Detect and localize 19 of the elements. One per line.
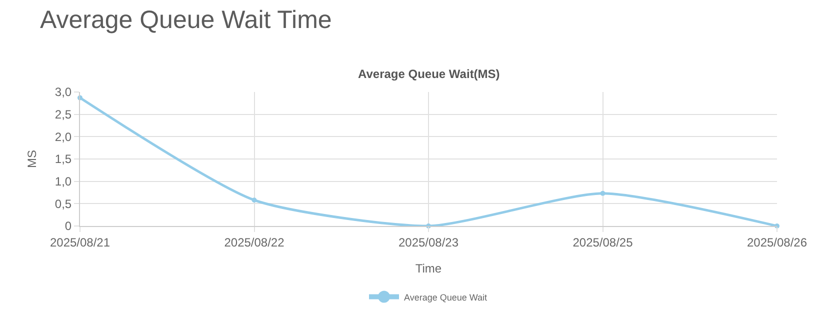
y-tick-label: 3,0 xyxy=(54,85,72,100)
y-tick-label: 0 xyxy=(64,219,72,234)
legend-label: Average Queue Wait xyxy=(404,292,488,302)
y-tick-label: 1,5 xyxy=(54,152,72,166)
x-tick-label: 2025/08/26 xyxy=(746,235,808,250)
y-tick-label: 2,5 xyxy=(54,108,72,122)
point xyxy=(252,198,257,203)
point xyxy=(600,190,606,196)
y-axis-title: MS xyxy=(25,150,40,168)
x-tick-label: 2025/08/21 xyxy=(50,235,110,250)
y-tick-label: 1,0 xyxy=(54,174,72,189)
chart-title: Average Queue Wait Time xyxy=(40,6,332,34)
x-tick-label: 2025/08/22 xyxy=(224,235,285,250)
x-tick-label: 2025/08/25 xyxy=(572,235,634,250)
x-axis-title: Time xyxy=(415,261,442,276)
x-tick-label: 2025/08/23 xyxy=(398,235,459,250)
y-tick-label: 0,5 xyxy=(54,196,72,211)
y-tick-label: 2,0 xyxy=(54,130,72,144)
chart-subtitle: Average Queue Wait(MS) xyxy=(358,67,500,81)
